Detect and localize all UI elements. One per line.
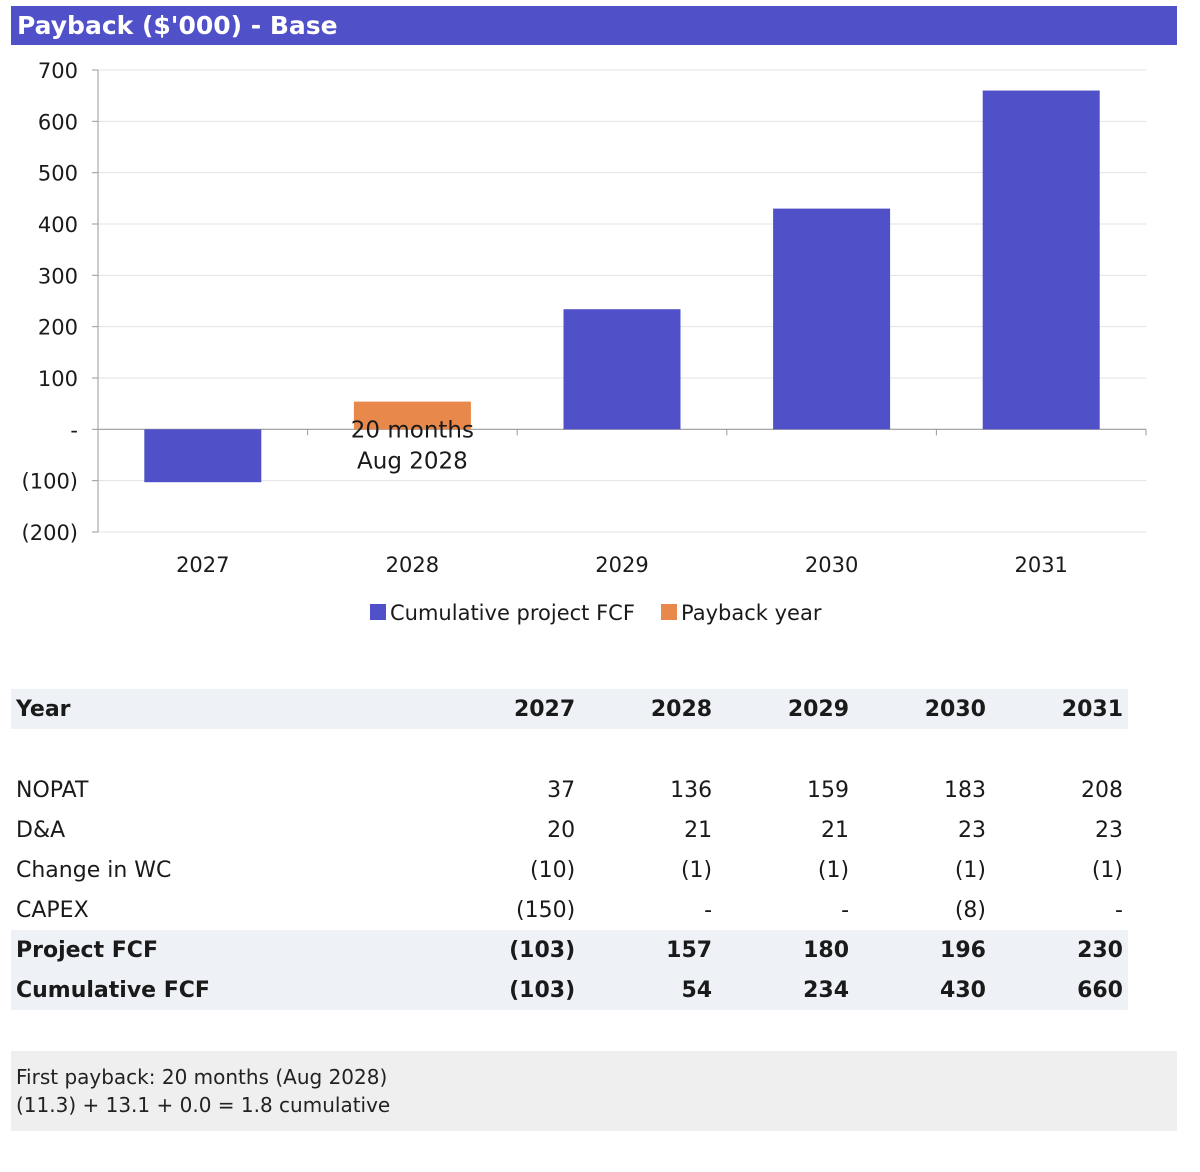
cell: (10) — [530, 857, 576, 883]
labels: (200) (100) - 100 200 300 400 500 600 700 2027 2028… — [22, 59, 1068, 577]
y-tick-label: 200 — [38, 316, 78, 340]
cell: 157 — [580, 930, 718, 970]
legend: Cumulative project FCF Payback year — [370, 601, 822, 625]
cell: 54 — [580, 970, 718, 1010]
row-label: CAPEX — [16, 897, 89, 923]
table-header-row: Year 2027 2028 2029 2030 2031 — [11, 689, 1128, 729]
payback-note: First payback: 20 months (Aug 2028) (11.… — [11, 1051, 1177, 1131]
payback-annotation: Aug 2028 — [357, 448, 468, 474]
cumulative-bar — [563, 309, 681, 430]
cell: 136 — [670, 777, 713, 803]
spacer-row — [11, 729, 1128, 770]
legend-swatch — [661, 604, 677, 620]
note-line-2: (11.3) + 13.1 + 0.0 = 1.8 cumulative — [16, 1093, 391, 1117]
cell: (1) — [817, 857, 850, 883]
bars — [144, 90, 1100, 483]
table-row: Change in WC (10) (1) (1) (1) (1) — [11, 850, 1128, 890]
cell: 23 — [1095, 817, 1123, 843]
legend-swatch — [370, 604, 386, 620]
x-tick-label: 2030 — [805, 553, 858, 577]
row-label: Project FCF — [11, 930, 443, 970]
y-tick-label: 100 — [38, 367, 78, 391]
cell: 660 — [990, 970, 1128, 1010]
x-tick-label: 2027 — [176, 553, 229, 577]
table-row-total: Cumulative FCF (103) 54 234 430 660 — [11, 970, 1128, 1010]
table-row: D&A 20 21 21 23 23 — [11, 810, 1128, 850]
gridlines — [98, 69, 1146, 533]
cell: 21 — [684, 817, 713, 843]
cumulative-bar — [144, 429, 262, 483]
cell: - — [841, 897, 850, 923]
payback-chart: (200) (100) - 100 200 300 400 500 600 700 2027 2028… — [22, 59, 1147, 625]
row-label: Cumulative FCF — [11, 970, 443, 1010]
y-tick-label: (200) — [22, 521, 78, 545]
row-label: Change in WC — [16, 857, 172, 883]
legend-label: Payback year — [681, 601, 822, 625]
cell: (1) — [954, 857, 986, 883]
cell: (1) — [680, 857, 713, 883]
cell: - — [1115, 897, 1123, 923]
cell: 159 — [807, 777, 850, 803]
x-tick-label: 2029 — [595, 553, 648, 577]
cell: 20 — [547, 817, 576, 843]
cell: 430 — [854, 970, 991, 1010]
title-bar: Payback ($'000) - Base — [11, 6, 1177, 45]
row-label: D&A — [16, 817, 66, 843]
payback-bar — [353, 401, 471, 430]
x-tick-label: 2028 — [386, 553, 439, 577]
cell: (103) — [442, 930, 581, 970]
y-tick-label: 600 — [38, 110, 78, 134]
cell: 234 — [717, 970, 855, 1010]
cell: 21 — [821, 817, 850, 843]
cell: 23 — [957, 817, 986, 843]
y-tick-label: 400 — [38, 213, 78, 237]
cell: 230 — [990, 930, 1128, 970]
y-tick-label: 700 — [38, 59, 78, 83]
cell: - — [704, 897, 713, 923]
cell: 37 — [547, 777, 576, 803]
cell: 196 — [854, 930, 991, 970]
table-row-total: Project FCF (103) 157 180 196 230 — [11, 930, 1128, 970]
y-tick-label: (100) — [22, 470, 78, 494]
y-tick-label: 300 — [38, 264, 78, 288]
cell: (150) — [516, 897, 576, 923]
cell: 208 — [1081, 777, 1123, 803]
header-year: 2030 — [924, 696, 986, 722]
x-tick-label: 2031 — [1014, 553, 1067, 577]
header-year: 2027 — [513, 696, 576, 722]
header-label: Year — [16, 696, 71, 722]
y-tick-label: 500 — [38, 162, 78, 186]
header-year: 2028 — [650, 696, 713, 722]
cumulative-bar — [982, 90, 1100, 430]
header-year: 2029 — [787, 696, 850, 722]
table-row: CAPEX (150) - - (8) - — [11, 890, 1128, 930]
cell: (8) — [954, 897, 986, 923]
cell: 180 — [717, 930, 855, 970]
cell: 183 — [943, 777, 986, 803]
cell: (1) — [1091, 857, 1123, 883]
header-year: 2031 — [1061, 696, 1123, 722]
legend-label: Cumulative project FCF — [390, 601, 635, 625]
cumulative-bar — [773, 208, 891, 430]
note-line-1: First payback: 20 months (Aug 2028) — [16, 1065, 388, 1089]
table-row: NOPAT 37 136 159 183 208 — [11, 770, 1128, 810]
fcf-table: Year 2027 2028 2029 2030 2031 NOPAT 37 1… — [11, 689, 1128, 1010]
y-tick-label: - — [70, 418, 78, 442]
payback-annotation: 20 months — [351, 417, 474, 443]
row-label: NOPAT — [16, 777, 89, 803]
chart-title: Payback ($'000) - Base — [17, 11, 338, 40]
cell: (103) — [442, 970, 581, 1010]
